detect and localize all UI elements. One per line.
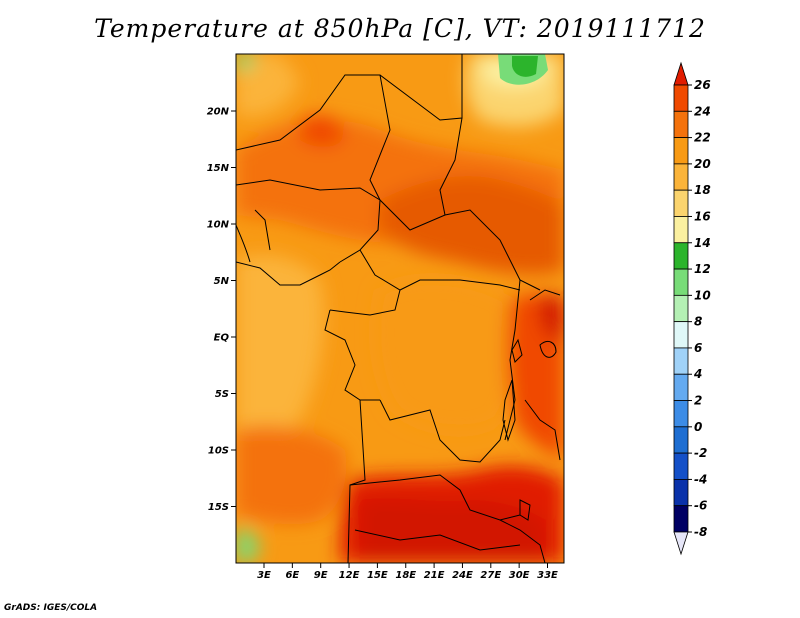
chart-title: Temperature at 850hPa [C], VT: 201911171… — [94, 14, 706, 43]
colorbar-swatch — [673, 452, 689, 480]
colorbar-label: 22 — [694, 131, 711, 145]
country-borders — [236, 54, 561, 563]
lon-label: 18E — [395, 570, 416, 581]
colorbar-label: -2 — [694, 446, 707, 460]
colorbar-label: 20 — [694, 157, 711, 171]
lat-label: 5S — [215, 389, 229, 400]
colorbar-swatch — [673, 373, 689, 401]
temperature-field — [236, 54, 564, 563]
lat-label: 15S — [208, 502, 229, 513]
colorbar-swatch — [673, 110, 689, 138]
colorbar-label: 4 — [693, 367, 702, 381]
colorbar-label: 6 — [694, 341, 702, 355]
lon-label: 21E — [424, 570, 445, 581]
colorbar-swatch — [673, 294, 689, 323]
lon-label: 3E — [257, 570, 271, 581]
colorbar-top-arrow — [673, 61, 689, 86]
colorbar-swatch — [673, 242, 689, 270]
colorbar-swatch — [673, 84, 689, 112]
colorbar-swatch — [673, 400, 689, 428]
lat-label: 5N — [214, 276, 230, 287]
colorbar-swatch — [673, 268, 689, 296]
lon-label: 33E — [537, 570, 558, 581]
colorbar-swatch — [673, 505, 689, 533]
colorbar-label: 12 — [694, 262, 711, 276]
lat-label: 10N — [207, 220, 230, 231]
colorbar-label: -4 — [694, 472, 707, 486]
colorbar-swatch — [673, 189, 689, 217]
colorbar-label: 2 — [694, 394, 702, 408]
longitude-axis: 3E 6E 9E 12E 15E 18E 21E 24E 27E 30E 33E — [257, 563, 558, 581]
colorbar-label: 24 — [694, 104, 711, 118]
lat-label: EQ — [214, 333, 230, 344]
colorbar-label: -8 — [694, 525, 707, 539]
colorbar-swatch — [673, 426, 689, 454]
lake-outlines — [502, 338, 557, 521]
colorbar-label: 14 — [694, 236, 711, 250]
colorbar-label: 10 — [694, 288, 711, 302]
colorbar-label: 16 — [694, 209, 711, 223]
colorbar-label: 8 — [694, 315, 702, 329]
colorbar-swatch — [673, 163, 689, 191]
colorbar-swatch — [673, 479, 689, 507]
latitude-axis: 20N 15N 10N 5N EQ 5S 10S 15S — [207, 107, 236, 513]
colorbar-swatch — [673, 216, 689, 244]
credit-text: GrADS: IGES/COLA — [4, 603, 98, 613]
lon-label: 27E — [480, 570, 501, 581]
lon-label: 6E — [285, 570, 299, 581]
lat-label: 20N — [207, 107, 230, 118]
lon-label: 9E — [314, 570, 328, 581]
lon-label: 24E — [452, 570, 473, 581]
lon-label: 12E — [339, 570, 360, 581]
colorbar-swatch — [673, 347, 689, 375]
colorbar-label: 0 — [694, 420, 702, 434]
lon-label: 15E — [367, 570, 388, 581]
map-frame — [235, 53, 565, 564]
lat-label: 15N — [207, 163, 230, 174]
lat-label: 10S — [208, 446, 229, 457]
lon-label: 30E — [509, 570, 530, 581]
colorbar-label: -6 — [694, 499, 707, 513]
colorbar-label: 26 — [694, 78, 711, 92]
colorbar-swatch — [673, 321, 689, 349]
colorbar-label: 18 — [694, 183, 711, 197]
colorbar-bottom-arrow — [673, 531, 689, 556]
colorbar-swatch — [673, 137, 689, 165]
